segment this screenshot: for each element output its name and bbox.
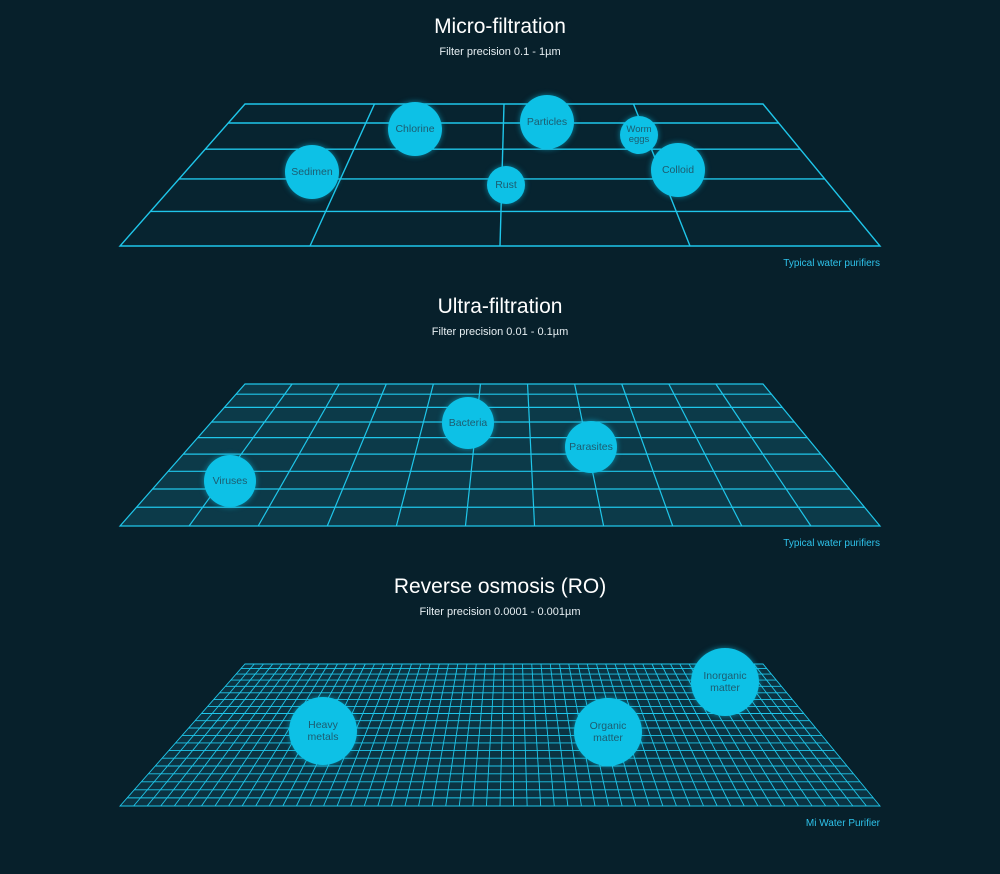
section-ultra-filtration: Ultra-filtration Filter precision 0.01 -… [0,280,1000,560]
particle-bubble: Rust [487,166,525,204]
section-caption: Mi Water Purifier [805,818,880,829]
section-title: Micro-filtration [434,15,566,38]
section-title: Reverse osmosis (RO) [393,575,607,598]
section-micro-filtration: Micro-filtration Filter precision 0.1 - … [0,0,1000,280]
particle-bubble: Heavy metals [289,697,357,765]
filter-grid [118,103,882,247]
particle-bubble: Sedimen [285,145,339,199]
particle-bubble: Bacteria [442,397,494,449]
particle-bubble: Chlorine [388,102,442,156]
particle-bubble: Particles [520,95,574,149]
particle-bubble: Viruses [204,455,256,507]
filter-grid [118,383,882,527]
section-title: Ultra-filtration [437,295,563,318]
particle-bubble: Worm eggs [620,116,658,154]
section-subtitle: Filter precision 0.1 - 1µm [439,46,561,58]
filter-grid [119,663,881,807]
particle-bubble: Inorganic matter [691,648,759,716]
particle-bubble: Parasites [565,421,617,473]
section-caption: Typical water purifiers [783,538,880,549]
section-subtitle: Filter precision 0.0001 - 0.001µm [419,606,581,618]
particle-bubble: Organic matter [574,698,642,766]
section-subtitle: Filter precision 0.01 - 0.1µm [431,326,569,338]
particle-bubble: Colloid [651,143,705,197]
section-caption: Typical water purifiers [783,258,880,269]
section-reverse-osmosis: Reverse osmosis (RO) Filter precision 0.… [0,560,1000,860]
